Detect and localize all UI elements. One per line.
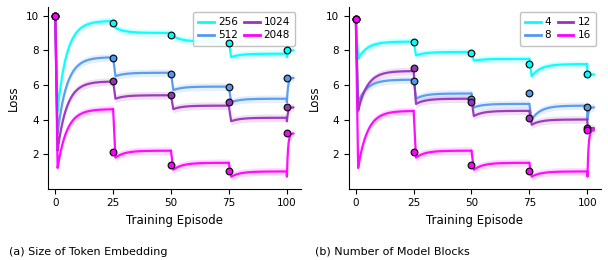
Y-axis label: Loss: Loss xyxy=(7,85,20,111)
Text: (a) Size of Token Embedding: (a) Size of Token Embedding xyxy=(9,247,167,257)
X-axis label: Training Episode: Training Episode xyxy=(126,214,223,227)
Legend: 256, 512, 1024, 2048: 256, 512, 1024, 2048 xyxy=(193,12,295,46)
Y-axis label: Loss: Loss xyxy=(308,85,320,111)
Text: (b) Number of Model Blocks: (b) Number of Model Blocks xyxy=(315,247,469,257)
X-axis label: Training Episode: Training Episode xyxy=(426,214,523,227)
Legend: 4, 8, 12, 16: 4, 8, 12, 16 xyxy=(520,12,596,46)
